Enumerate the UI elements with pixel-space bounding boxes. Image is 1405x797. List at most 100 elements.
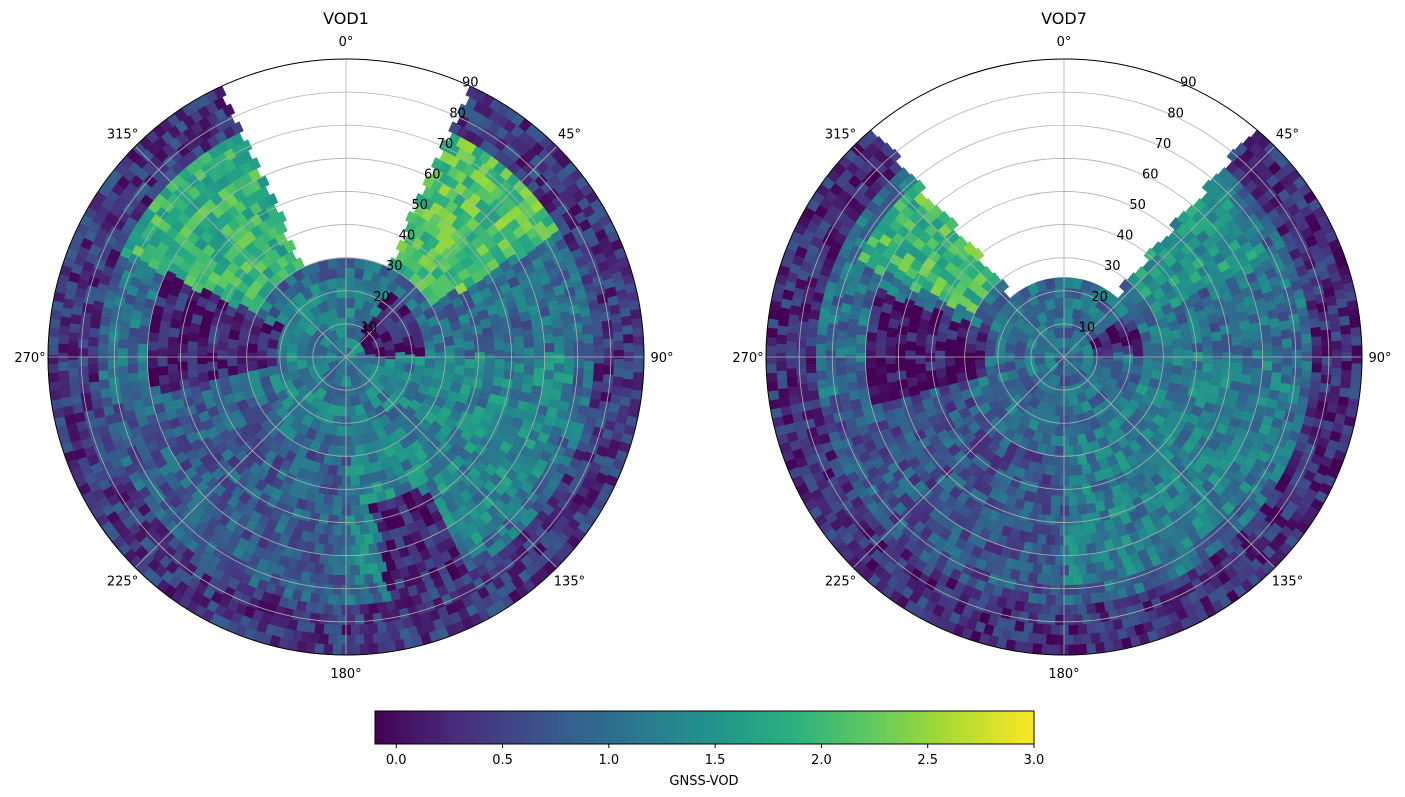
- heatmap-cell: [1122, 354, 1134, 365]
- heatmap-cell: [474, 342, 486, 353]
- heatmap-cell: [69, 385, 81, 397]
- heatmap-cell: [593, 336, 605, 347]
- heatmap-cell: [322, 524, 334, 536]
- heatmap-cell: [1250, 331, 1263, 342]
- heatmap-cell: [865, 331, 878, 342]
- heatmap-cell: [1172, 356, 1184, 367]
- heatmap-cell: [845, 372, 858, 383]
- heatmap-cell: [1031, 562, 1043, 575]
- heatmap-cell: [1085, 623, 1097, 635]
- heatmap-cell: [318, 633, 329, 645]
- heatmap-cell: [336, 634, 347, 646]
- heatmap-cell: [137, 342, 149, 353]
- heatmap-cell: [1321, 356, 1333, 367]
- heatmap-cell: [512, 371, 525, 383]
- heatmap-cell: [622, 333, 635, 345]
- heatmap-cell: [47, 336, 59, 347]
- heatmap-cell: [149, 385, 162, 397]
- heatmap-cell: [127, 354, 138, 365]
- heatmap-cell: [1329, 385, 1341, 397]
- heatmap-cell: [786, 331, 798, 342]
- heatmap-cell: [1031, 583, 1043, 595]
- heatmap-cell: [974, 349, 986, 360]
- heatmap-cell: [58, 378, 70, 390]
- heatmap-cell: [1076, 504, 1088, 516]
- heatmap-cell: [1081, 573, 1092, 586]
- heatmap-cell: [1054, 614, 1065, 626]
- heatmap-cell: [1281, 338, 1293, 349]
- heatmap-cell: [1301, 333, 1313, 345]
- heatmap-cell: [610, 313, 623, 325]
- heatmap-cell: [226, 347, 238, 358]
- heatmap-cell: [825, 340, 837, 351]
- heatmap-cell: [550, 317, 563, 329]
- heatmap-cell: [1085, 583, 1097, 595]
- heatmap-cell: [87, 354, 99, 365]
- heatmap-cell: [570, 313, 583, 325]
- heatmap-cell: [187, 367, 199, 379]
- heatmap-cell: [631, 380, 644, 392]
- heatmap-cell: [98, 324, 110, 336]
- heatmap-cell: [472, 333, 485, 345]
- heatmap-cell: [367, 643, 379, 655]
- heatmap-cell: [494, 349, 506, 360]
- heatmap-cell: [196, 363, 209, 374]
- heatmap-cell: [894, 342, 906, 353]
- heatmap-cell: [1090, 612, 1101, 625]
- heatmap-cell: [78, 374, 90, 385]
- heatmap-cell: [795, 347, 807, 358]
- heatmap-cell: [1319, 383, 1332, 394]
- heatmap-cell: [1085, 502, 1097, 515]
- heatmap-cell: [513, 335, 525, 347]
- heatmap-cell: [633, 354, 645, 365]
- heatmap-cell: [354, 614, 365, 626]
- heatmap-cell: [97, 333, 109, 345]
- heatmap-cell: [1049, 525, 1060, 537]
- heatmap-cell: [1301, 361, 1313, 372]
- heatmap-cell: [77, 338, 89, 349]
- heatmap-cell: [158, 382, 171, 395]
- heatmap-cell: [1201, 363, 1214, 374]
- heatmap-cell: [99, 387, 112, 399]
- theta-tick-label: 90°: [650, 351, 673, 366]
- heatmap-cell: [1180, 331, 1193, 343]
- heatmap-cell: [1241, 365, 1253, 376]
- heatmap-cell: [68, 376, 80, 388]
- heatmap-cell: [380, 611, 392, 624]
- r-tick-label: 30: [386, 259, 403, 274]
- heatmap-cell: [1068, 624, 1079, 636]
- heatmap-cell: [87, 336, 99, 347]
- heatmap-cell: [1331, 340, 1343, 351]
- heatmap-cell: [313, 623, 325, 635]
- heatmap-cell: [454, 356, 466, 367]
- heatmap-cell: [523, 365, 535, 376]
- heatmap-cell: [1085, 492, 1097, 505]
- heatmap-cell: [867, 385, 880, 397]
- heatmap-cell: [1063, 405, 1075, 417]
- heatmap-cell: [49, 317, 61, 329]
- heatmap-cell: [350, 604, 361, 616]
- heatmap-cell: [1320, 329, 1332, 340]
- theta-tick-label: 180°: [330, 667, 361, 682]
- heatmap-cell: [1182, 349, 1194, 360]
- heatmap-cell: [385, 620, 397, 633]
- heatmap-cell: [796, 329, 808, 340]
- heatmap-cell: [188, 376, 201, 388]
- heatmap-cell: [944, 356, 956, 367]
- heatmap-cell: [1103, 620, 1115, 633]
- heatmap-cell: [1094, 561, 1106, 574]
- heatmap-cell: [580, 315, 593, 327]
- polar-plot-vod1: VOD1 0° 45° 90° 135° 180° 225° 270° 315°…: [14, 9, 673, 682]
- heatmap-cell: [1035, 533, 1047, 546]
- heatmap-cell: [1340, 378, 1352, 390]
- heatmap-cell: [1132, 347, 1144, 358]
- heatmap-cell: [318, 553, 329, 566]
- heatmap-cell: [1068, 544, 1079, 556]
- heatmap-cell: [1192, 342, 1204, 353]
- heatmap-cell: [845, 363, 857, 374]
- heatmap-cell: [1036, 593, 1047, 605]
- heatmap-cell: [534, 349, 545, 360]
- heatmap-cell: [1122, 344, 1134, 356]
- heatmap-cell: [1063, 594, 1074, 606]
- heatmap-cell: [358, 564, 370, 576]
